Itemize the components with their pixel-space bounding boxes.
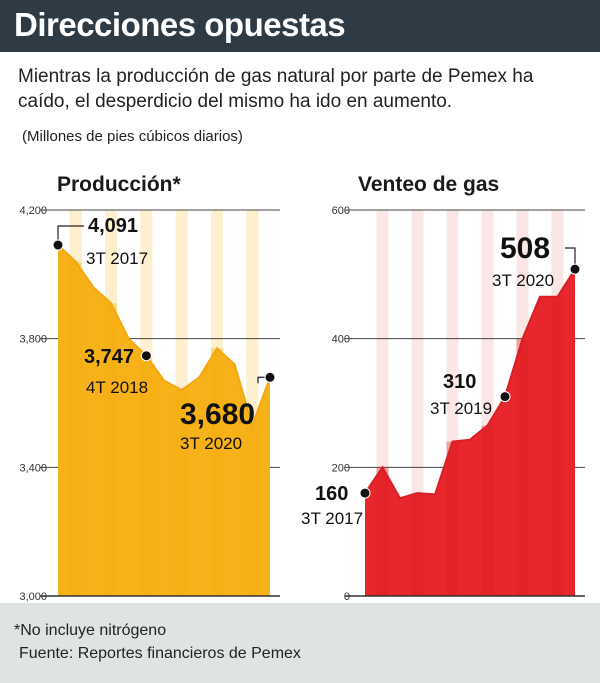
venteo-annotation-label: 3T 2017 bbox=[301, 509, 363, 528]
venteo-series-line bbox=[364, 268, 576, 500]
source-note: Fuente: Reportes financieros de Pemex bbox=[19, 645, 301, 662]
venteo-ytick-label: 200 bbox=[332, 462, 350, 474]
produccion-ytick-label: 3,800 bbox=[19, 334, 47, 346]
venteo-bar-stripe bbox=[516, 338, 529, 596]
venteo-annotation-dot bbox=[499, 391, 511, 403]
produccion-bar-stripe bbox=[69, 261, 82, 596]
page-subtitle: Mientras la producción de gas natural po… bbox=[18, 66, 534, 112]
venteo-annotation-dot bbox=[569, 263, 581, 275]
produccion-bar-stripe bbox=[140, 355, 153, 596]
venteo-bar-stripe bbox=[376, 467, 389, 596]
venteo-bar-stripe bbox=[551, 296, 564, 596]
venteo-area bbox=[365, 269, 575, 596]
venteo-annotation-label: 3T 2019 bbox=[430, 399, 492, 418]
produccion-bar-stripe bbox=[175, 390, 188, 596]
produccion-area bbox=[58, 245, 270, 596]
produccion-ytick-label: 3,000 bbox=[19, 591, 47, 603]
venteo-annotation-leader bbox=[565, 247, 576, 270]
produccion-annotation-dot bbox=[140, 350, 152, 362]
produccion-ytick-label: 4,200 bbox=[19, 205, 47, 217]
produccion-annotation-label: 3T 2020 bbox=[180, 434, 242, 453]
venteo-annotation-label: 3T 2020 bbox=[492, 271, 554, 290]
footer-panel bbox=[0, 603, 600, 683]
venteo-bar-stripe bbox=[411, 493, 424, 596]
venteo-ytick-label: 400 bbox=[332, 334, 350, 346]
produccion-annotation-leader bbox=[57, 225, 84, 246]
footnote: *No incluye nitrógeno bbox=[14, 622, 167, 639]
produccion-annotation-dot bbox=[52, 239, 64, 251]
venteo-chart-title: Venteo de gas bbox=[358, 173, 499, 196]
produccion-annotation-label: 4T 2018 bbox=[86, 378, 148, 397]
produccion-annotation-value: 3,680 bbox=[180, 398, 255, 431]
venteo-annotation-value: 508 bbox=[500, 232, 550, 265]
produccion-chart: 3,000 3,400 3,800 4,200 Producción* 4,091 3T 2… bbox=[19, 173, 280, 603]
produccion-bar-stripe bbox=[211, 348, 223, 596]
units-label: (Millones de pies cúbicos diarios) bbox=[22, 128, 243, 145]
venteo-annotation-value: 310 bbox=[443, 371, 476, 393]
produccion-chart-title: Producción* bbox=[57, 173, 182, 196]
produccion-ytick-label: 3,400 bbox=[19, 462, 47, 474]
venteo-bar-stripe bbox=[446, 441, 459, 596]
produccion-bg-stripe bbox=[246, 210, 259, 596]
venteo-chart: 0 200 400 600 Venteo de gas 160 3T 2017 310 3T 2… bbox=[301, 173, 585, 603]
produccion-bar-stripe bbox=[105, 303, 117, 596]
produccion-series-line bbox=[57, 244, 271, 429]
venteo-annotation-value: 160 bbox=[315, 483, 348, 505]
produccion-bar-stripe bbox=[246, 425, 259, 596]
produccion-annotation-label: 3T 2017 bbox=[86, 249, 148, 268]
venteo-annotation-dot bbox=[359, 487, 371, 499]
produccion-annotation-dot bbox=[264, 371, 276, 383]
venteo-ytick-label: 600 bbox=[332, 205, 350, 217]
page-title: Direcciones opuestas bbox=[14, 6, 346, 43]
venteo-bar-stripe bbox=[481, 425, 494, 596]
produccion-annotation-value: 3,747 bbox=[84, 346, 134, 368]
header-bar bbox=[0, 0, 600, 52]
venteo-ytick-label: 0 bbox=[344, 591, 350, 603]
produccion-annotation-value: 4,091 bbox=[88, 215, 138, 237]
